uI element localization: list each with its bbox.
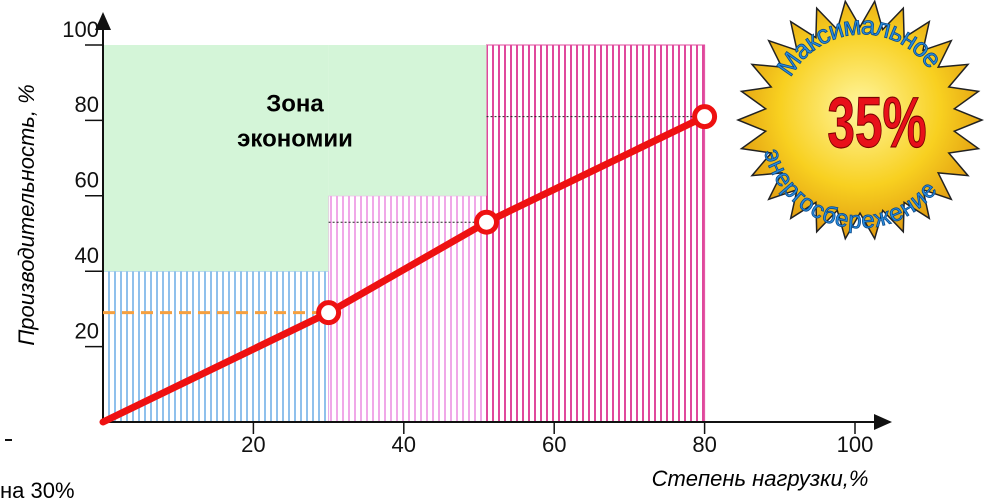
zone (102, 270, 330, 423)
y-tick-label: 20 (75, 318, 99, 343)
y-tick-label: 100 (62, 17, 99, 42)
zone-label: Зона (266, 90, 324, 117)
y-tick-label: 40 (75, 243, 99, 268)
zone (328, 195, 488, 423)
y-tick-label: 80 (75, 92, 99, 117)
zone (486, 44, 706, 423)
zone (103, 45, 329, 272)
x-tick-label: 40 (392, 432, 416, 457)
y-axis-label: Производительность, % (14, 84, 39, 345)
zone (328, 45, 487, 196)
data-point (474, 209, 500, 235)
x-axis-label: Степень нагрузки,% (652, 466, 869, 491)
zone-label: экономии (237, 125, 353, 152)
badge-value: 35% (827, 83, 926, 163)
badge: Максимальное энергосбережение 35% (735, 0, 985, 241)
x-tick-label: 20 (241, 432, 265, 457)
y-tick-label: 60 (75, 168, 99, 193)
badge-star (735, 0, 985, 241)
data-line (99, 113, 709, 426)
x-tick-label: 60 (542, 432, 566, 457)
fragment: на 30% (0, 478, 75, 498)
data-point (316, 300, 342, 326)
x-tick-label: 80 (692, 432, 716, 457)
data-point (692, 104, 718, 130)
x-tick-label: 100 (837, 432, 874, 457)
